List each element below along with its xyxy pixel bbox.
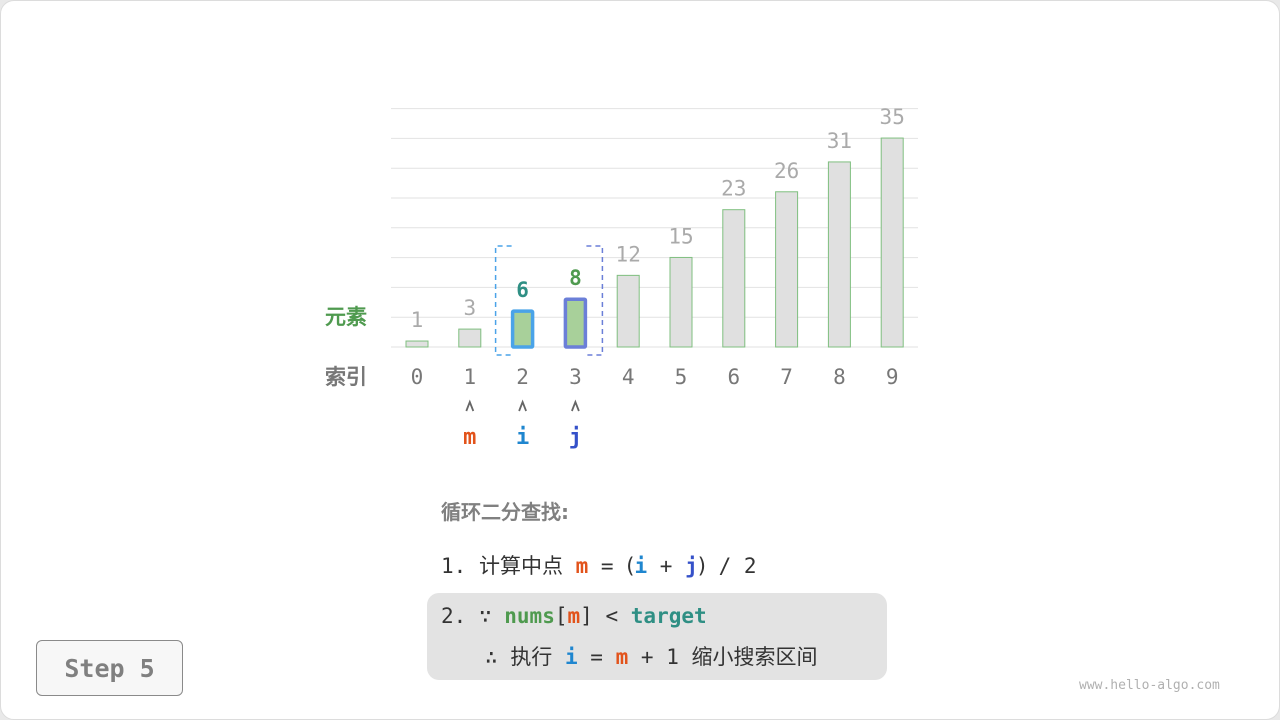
index-label: 6 [727,365,740,389]
range-bracket-j [586,245,604,356]
bar [827,161,851,348]
operator: / 2 [718,554,757,578]
bar [669,256,693,348]
value-label: 31 [827,129,852,153]
pointer-arrow-icon [571,399,580,412]
watermark: www.hello-algo.com [1079,678,1220,693]
index-label: 1 [463,365,476,389]
var-m: m [615,645,629,669]
row-label-index: 索引 [325,365,367,389]
step-text: 计算中点 [478,554,563,578]
value-label: 12 [616,242,641,266]
step-1: 1. 计算中点 m = (i + j) / 2 [441,550,757,580]
bar-active [510,309,535,349]
pointer-j: j [569,425,582,450]
index-label: 9 [886,365,899,389]
paren: ( [626,554,635,578]
operator: = [600,554,614,578]
index-label: 5 [675,365,688,389]
step-text: 缩小搜索区间 [691,645,818,669]
var-target: target [630,604,707,628]
var-nums: nums [504,604,555,628]
step-text: 执行 [510,645,553,669]
algorithm-title: 循环二分查找: [441,500,569,524]
bracket: ] [580,604,593,628]
bar [616,274,640,348]
step-number: 1. [441,554,467,578]
step-2-action: ∴ 执行 i = m + 1 缩小搜索区间 [485,641,818,671]
pointer-arrow-icon [465,399,475,412]
index-label: 3 [569,365,582,389]
therefore-symbol: ∴ [485,645,498,669]
operator: + [659,554,673,578]
value-label: 3 [463,296,476,320]
var-i: i [564,645,578,669]
value-label: 26 [774,159,799,183]
value-label: 23 [721,177,746,201]
value-label: 15 [668,224,693,248]
var-j: j [685,554,698,578]
pointer-arrow-icon [518,399,527,412]
operator: = [590,645,603,669]
var-i: i [634,554,648,578]
range-bracket-i [494,245,512,356]
var-m: m [575,554,589,578]
step-button[interactable]: Step 5 [36,640,183,696]
operator: < [605,604,619,628]
var-m: m [567,604,581,628]
bar [880,137,904,348]
value-label: 1 [411,308,424,332]
bar [405,340,429,348]
step-2: 2. ∵ nums[m] < target [441,604,707,628]
index-label: 2 [516,365,529,389]
index-label: 8 [833,365,846,389]
bar-active [563,297,588,349]
value-label: 6 [516,278,529,302]
operator: + 1 [640,645,679,669]
row-label-elements: 元素 [325,305,367,329]
bar [775,191,799,348]
index-label: 7 [780,365,793,389]
because-symbol: ∵ [478,604,492,628]
bracket: [ [554,604,568,628]
paren: ) [697,554,706,578]
step-number: 2. [441,604,467,628]
bar [722,209,746,348]
index-label: 4 [622,365,635,389]
bar [458,328,482,348]
index-label: 0 [411,365,424,389]
current-step-highlight [427,593,887,680]
pointer-m: m [463,425,476,450]
value-label: 8 [569,266,582,290]
pointer-i: i [516,425,529,450]
value-label: 35 [880,105,905,129]
